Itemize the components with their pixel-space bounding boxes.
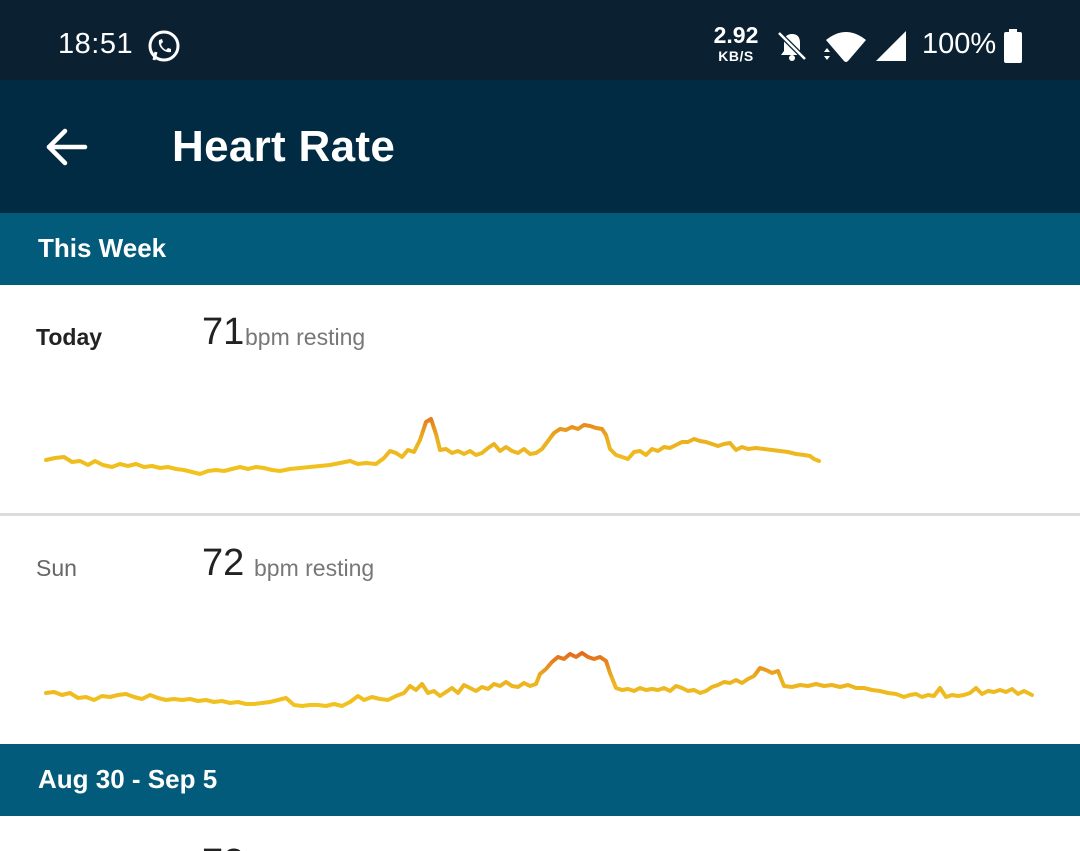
network-speed-value: 2.92 [713, 22, 759, 48]
app-bar: Heart Rate [0, 80, 1080, 213]
page-title: Heart Rate [172, 122, 396, 171]
whatsapp-icon [148, 30, 180, 62]
status-bar: 18:51 2.92 KB/S 100% [0, 0, 1080, 80]
signal-icon [876, 31, 906, 61]
heart-rate-sparkline [44, 417, 821, 476]
status-time: 18:51 [58, 28, 134, 60]
day-row-today[interactable]: Today 71 bpm resting [0, 285, 1080, 513]
bell-off-icon [777, 31, 807, 61]
day-label: Sun [36, 555, 77, 581]
day-label: Today [36, 324, 103, 350]
heart-rate-line [44, 651, 1034, 708]
section-header-aug30-sep5: Aug 30 - Sep 5 [0, 744, 1080, 816]
bpm-value: 71 [202, 311, 245, 353]
wifi-icon [824, 32, 866, 62]
bpm-value: 72 [202, 542, 245, 584]
bpm-value: 72 [202, 842, 244, 851]
bpm-unit: bpm resting [254, 555, 375, 581]
day-row-partial[interactable]: 72 [0, 816, 1080, 851]
arrow-left-icon [46, 128, 88, 166]
heart-rate-line [44, 417, 821, 476]
section-title: This Week [38, 233, 167, 263]
network-speed: 2.92 KB/S [708, 22, 764, 64]
section-header-this-week: This Week [0, 213, 1080, 285]
network-speed-unit: KB/S [718, 48, 754, 64]
battery-percentage: 100% [922, 28, 997, 60]
section-title: Aug 30 - Sep 5 [38, 764, 218, 794]
heart-rate-sparkline [44, 651, 1034, 708]
row-divider [0, 513, 1080, 516]
back-button[interactable] [40, 120, 94, 174]
day-row-sun[interactable]: Sun 72 bpm resting [0, 516, 1080, 744]
battery-icon [1004, 29, 1022, 63]
bpm-unit: bpm resting [245, 324, 366, 350]
